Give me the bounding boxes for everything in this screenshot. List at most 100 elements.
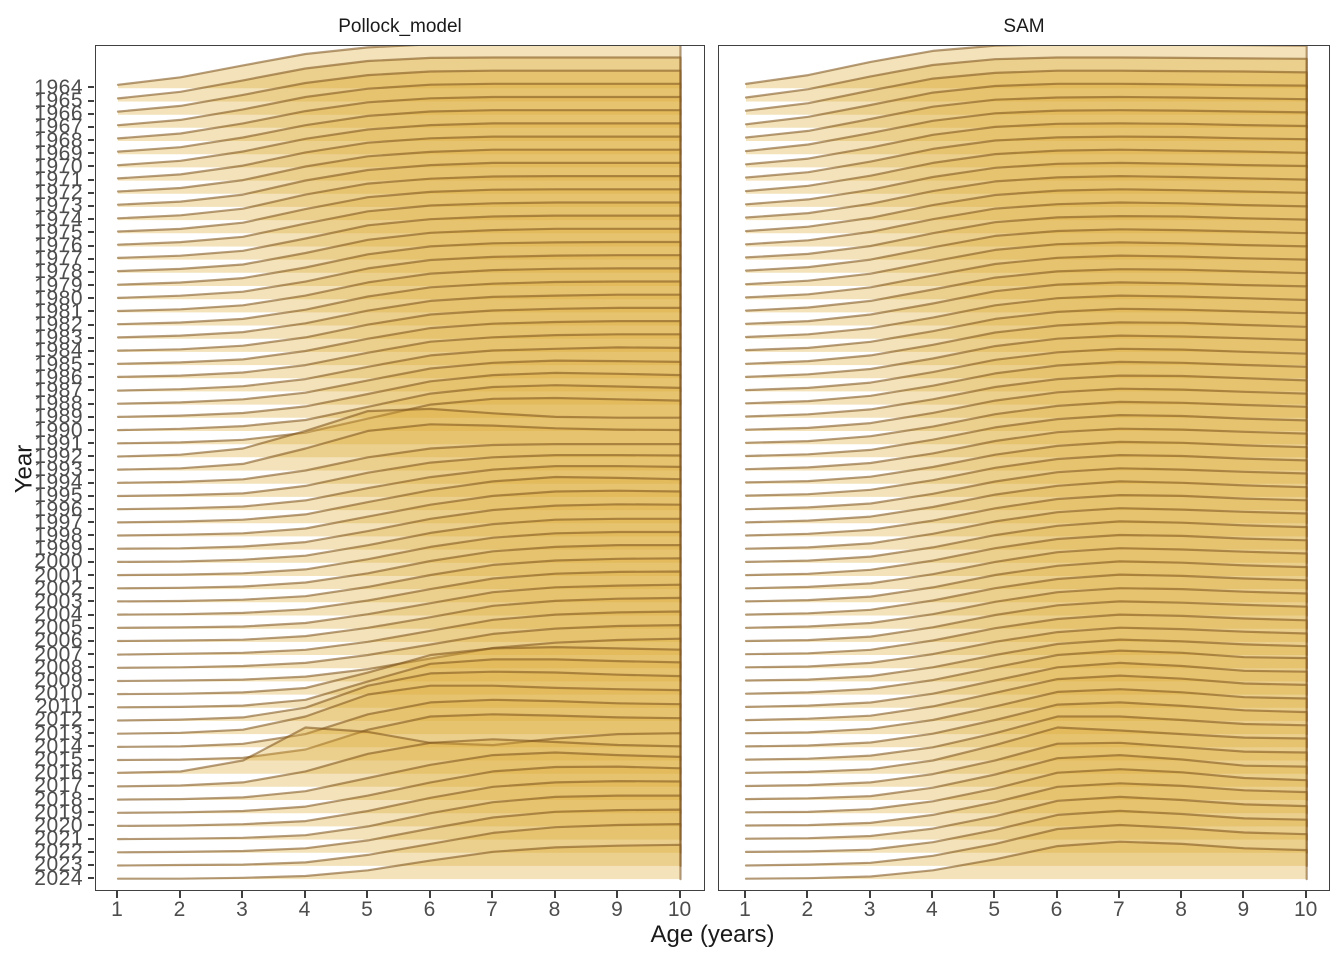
age-tick-9 [616,891,618,898]
ridge-1977-fill [746,216,1307,260]
year-label-1978: 1978 [34,260,83,284]
year-tick-1966 [87,112,94,115]
age-label-10: 10 [1294,898,1318,921]
ridge-1980-line [744,254,1308,301]
year-tick-1982 [87,323,94,326]
year-label-1993: 1993 [34,458,83,481]
year-label-1965: 1965 [34,89,83,112]
ridge-2015-line [116,713,682,762]
year-label-1975: 1975 [34,220,83,244]
ridge-1989-line [116,371,682,419]
age-label-9: 9 [611,898,623,921]
ridge-2023-line [116,823,682,867]
ridge-2002-fill [746,548,1307,590]
year-tick-1992 [87,455,94,458]
ridge-1981-fill [746,269,1307,313]
ridge-1968-line [744,95,1308,143]
ridge-1973-fill [118,162,681,207]
ridge-1983-fill [118,294,681,339]
ridge-2000-line [744,520,1308,564]
ridge-1998-line [116,489,682,538]
age-label-8: 8 [548,898,561,921]
ridge-1989-line [744,374,1308,419]
ridge-1990-line [744,387,1308,433]
ridge-1995-fill [118,455,681,497]
year-label-1994: 1994 [34,471,83,495]
ridge-1991-line [744,400,1308,446]
ridge-1996-line [116,465,682,512]
age-label-1: 1 [111,898,123,921]
year-tick-1974 [87,218,94,221]
year-label-2003: 2003 [34,589,83,613]
ridge-1982-fill [118,281,681,326]
ridge-1986-line [116,333,682,380]
year-tick-2004 [87,613,94,616]
ridge-2003-fill [746,561,1307,603]
ridge-1974-line [116,175,682,222]
year-tick-1989 [87,415,94,418]
ridge-1972-line [116,148,682,195]
year-label-1984: 1984 [34,339,83,363]
ridge-2003-fill [118,558,681,603]
ridge-2010-line [744,649,1308,696]
ridge-2005-line [744,587,1308,630]
ridge-1997-line [744,480,1308,525]
ridge-1975-fill [118,189,681,234]
ridge-1986-line [744,334,1308,380]
ridge-2006-line [116,596,682,643]
ridge-1997-line [116,475,682,525]
ridge-1987-line [744,347,1308,393]
year-tick-1990 [87,429,94,431]
ridge-1984-fill [118,307,681,352]
age-tick-6 [1055,891,1058,898]
ridge-2019-line [744,768,1308,815]
ridge-1995-line [744,454,1308,498]
year-tick-2015 [87,758,94,761]
year-tick-1986 [87,376,94,379]
age-tick-6 [428,891,431,898]
ridge-1999-fill [118,504,681,550]
year-label-1964: 1964 [34,75,83,99]
ridge-1991-line [116,396,682,446]
age-label-10: 10 [667,898,692,921]
ridge-2015-line [744,715,1308,762]
year-label-1998: 1998 [34,523,83,547]
ridge-2000-fill [118,518,681,563]
ridge-2014-line [116,698,682,749]
ridge-2012-line [116,670,682,722]
ridge-1971-fill [746,136,1307,181]
year-tick-2003 [87,600,94,603]
ridge-2003-line [744,560,1308,604]
year-label-1985: 1985 [34,352,83,376]
year-label-2017: 2017 [34,774,83,798]
year-tick-2011 [87,705,94,708]
ridge-2021-line [744,795,1308,841]
age-tick-3 [868,891,871,898]
ridge-2012-line [744,674,1308,722]
year-label-2022: 2022 [34,840,83,864]
ridge-2007-line [116,610,682,657]
year-label-1987: 1987 [34,378,83,402]
ridge-1985-fill [746,322,1307,366]
ridge-2001-fill [746,535,1307,576]
ridge-1979-line [116,240,682,288]
year-tick-2020 [87,824,94,827]
age-label-4: 4 [926,898,938,921]
ridge-2001-line [116,530,682,578]
ridge-1973-line [116,161,682,208]
ridge-2011-line [744,661,1308,709]
age-label-4: 4 [298,898,311,921]
year-label-1989: 1989 [34,405,83,429]
year-tick-2008 [87,666,94,669]
year-tick-1987 [87,389,94,392]
ridge-1976-line [744,201,1308,248]
ridge-2020-fill [746,783,1307,827]
year-label-2021: 2021 [34,827,83,851]
year-label-2023: 2023 [34,853,83,877]
ridge-2018-line [116,751,682,802]
year-tick-1991 [87,442,94,445]
ridge-2000-line [116,517,682,564]
year-label-2019: 2019 [34,800,83,824]
ridge-1972-fill [746,149,1307,194]
ridge-1967-fill [118,83,681,128]
